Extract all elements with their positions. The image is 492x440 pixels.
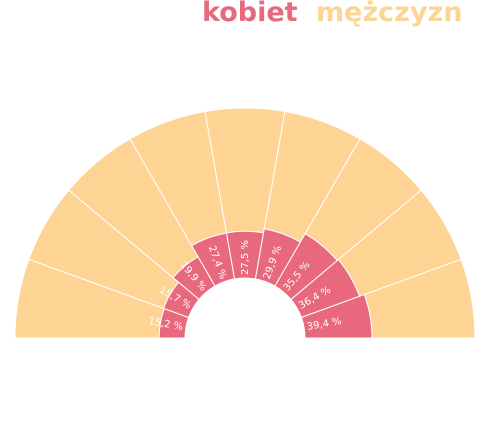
legend-women-label: kobiet xyxy=(202,0,298,28)
women-value-label: 27,5 % xyxy=(240,240,251,275)
legend: kobiet mężczyzn xyxy=(0,0,492,36)
women-segment xyxy=(300,293,373,339)
legend-men-label: mężczyzn xyxy=(316,0,463,28)
chart-segments xyxy=(14,107,476,339)
